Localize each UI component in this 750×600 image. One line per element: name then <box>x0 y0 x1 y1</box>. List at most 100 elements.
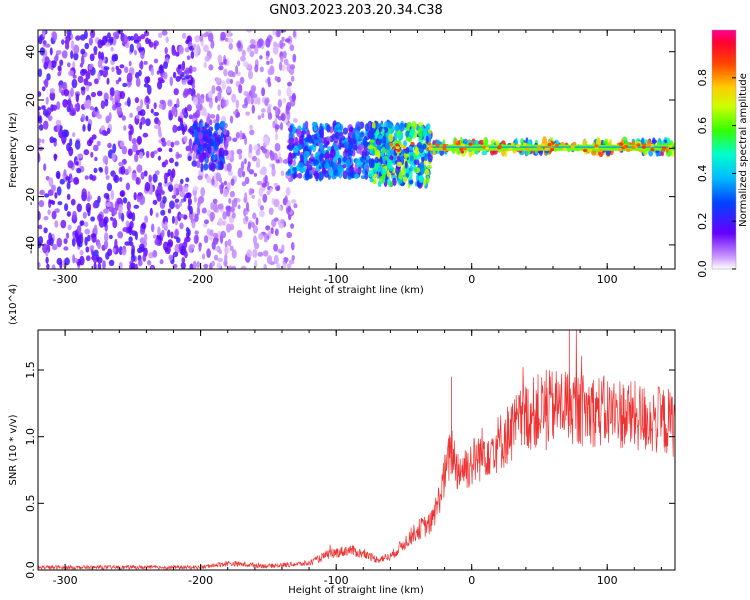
heatmap-cell <box>204 123 210 128</box>
heatmap-cell <box>411 121 417 131</box>
heatmap-cell <box>38 236 44 245</box>
heatmap-cell <box>288 259 295 265</box>
heatmap-cell <box>135 77 141 87</box>
heatmap-cell <box>281 36 285 42</box>
heatmap-cell <box>397 133 402 139</box>
heatmap-cell <box>82 69 88 74</box>
heatmap-cell <box>93 46 98 53</box>
heatmap-cell <box>47 209 51 216</box>
heatmap-cell <box>74 103 79 110</box>
snr-y-tick-label: 0.0 <box>24 561 37 579</box>
heatmap-cell <box>66 193 71 200</box>
heatmap-cell <box>178 45 184 55</box>
heatmap-cell <box>314 170 319 180</box>
heatmap-cell <box>129 112 133 118</box>
heatmap-cell <box>217 134 221 144</box>
heatmap-cell <box>206 175 212 184</box>
heatmap-cell <box>48 199 55 204</box>
snr-y-tick-label: 1.0 <box>24 428 37 446</box>
heatmap-cell <box>38 224 43 230</box>
heatmap-cell <box>425 135 429 145</box>
heatmap-cell <box>199 33 204 42</box>
heatmap-cell <box>88 64 93 71</box>
heatmap-cell <box>203 235 209 244</box>
heatmap-cell <box>142 253 147 262</box>
heatmap-cell <box>223 180 228 186</box>
heatmap-cell <box>323 170 330 178</box>
heatmap-cell <box>107 142 112 149</box>
snr-x-tick-label: -100 <box>324 574 349 587</box>
heatmap-cell <box>152 199 158 205</box>
heatmap-cell <box>413 159 420 166</box>
heatmap-cell <box>51 264 56 269</box>
heatmap-cell <box>212 236 219 245</box>
heatmap-cell <box>231 265 237 269</box>
heatmap-cell <box>354 173 360 179</box>
heatmap-cell <box>237 60 241 67</box>
heatmap-cell <box>63 169 67 177</box>
heatmap-cell <box>377 151 381 160</box>
heatmap-cell <box>355 168 359 174</box>
heatmap-cell <box>220 182 225 190</box>
heatmap-cell <box>249 124 254 130</box>
heatmap-cell <box>83 149 90 156</box>
heatmap-cell <box>102 35 108 46</box>
heatmap-cell <box>261 112 265 119</box>
heatmap-cell <box>91 233 97 243</box>
heatmap-cell <box>282 261 287 269</box>
heatmap-cell <box>80 220 85 226</box>
heatmap-cell <box>169 157 174 164</box>
heatmap-cell <box>227 70 234 77</box>
heatmap-cell <box>262 193 268 203</box>
colorbar-tick-label: 0.2 <box>696 212 709 230</box>
heatmap-cell <box>139 243 145 252</box>
heatmap-cell <box>146 104 150 110</box>
heatmap-cell <box>285 109 290 115</box>
heatmap-cell <box>48 177 54 187</box>
heatmap-cell <box>180 198 185 203</box>
heatmap-cell <box>213 254 219 261</box>
heatmap-cell <box>222 188 229 198</box>
heatmap-cell <box>387 178 391 185</box>
heatmap-cell <box>296 128 302 138</box>
heatmap-cell <box>167 208 172 214</box>
heatmap-cell <box>44 78 49 88</box>
heatmap-cell <box>212 154 217 160</box>
heatmap-cell <box>366 155 370 161</box>
heatmap-cell <box>43 227 48 234</box>
heatmap-cell <box>124 66 129 74</box>
heatmap-cell <box>121 247 127 256</box>
heatmap-cell <box>150 265 154 269</box>
heatmap-cell <box>131 172 137 181</box>
heatmap-cell <box>194 213 199 222</box>
heatmap-cell <box>80 86 86 91</box>
heatmap-cell <box>56 237 63 248</box>
heatmap-cell <box>273 243 279 252</box>
heatmap-cell <box>455 142 460 146</box>
heatmap-cell <box>136 135 142 145</box>
heatmap-cell <box>121 212 125 222</box>
heatmap-cell <box>211 85 216 94</box>
heatmap-cell <box>143 83 150 88</box>
heatmap-cell <box>238 153 243 160</box>
heatmap-cell <box>228 198 232 204</box>
heatmap-cell <box>468 142 473 146</box>
heatmap-cell <box>364 171 369 180</box>
heatmap-cell <box>252 212 257 220</box>
heatmap-cell <box>289 64 296 70</box>
heatmap-cell <box>94 106 98 112</box>
heatmap-cell <box>287 155 291 162</box>
heatmap-cell <box>541 142 545 147</box>
heatmap-cell <box>61 50 68 59</box>
heatmap-cell <box>116 68 122 75</box>
heatmap-cell <box>641 145 646 149</box>
heatmap-cell <box>267 76 271 84</box>
heatmap-cell <box>134 153 139 163</box>
heatmap-cell <box>269 151 275 161</box>
heatmap-cell <box>38 111 41 117</box>
heatmap-cell <box>246 46 251 53</box>
spectrogram-frame <box>37 29 676 270</box>
heatmap-cell <box>217 91 222 102</box>
heatmap-cell <box>168 109 173 119</box>
heatmap-cell <box>185 227 190 233</box>
